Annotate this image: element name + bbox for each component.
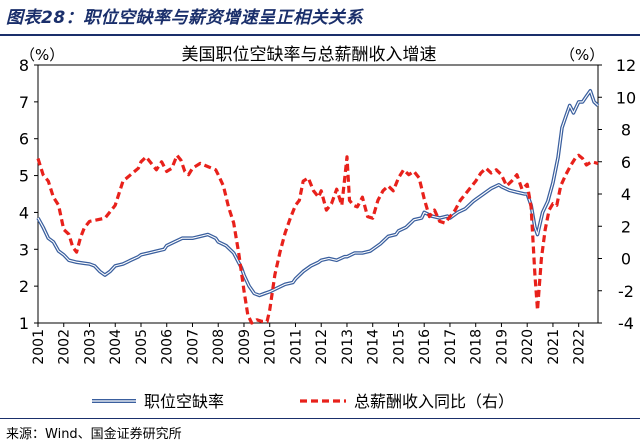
x-tick-label: 2011: [288, 329, 304, 365]
y-right-tick-label: 12: [616, 56, 636, 75]
x-tick-label: 2015: [391, 329, 407, 365]
y-right-tick-label: 10: [616, 88, 636, 107]
x-tick-label: 2017: [443, 329, 459, 365]
title-divider: [0, 34, 640, 36]
source-note: 来源：Wind、国金证券研究所: [6, 423, 182, 442]
x-tick-label: 2002: [57, 329, 73, 365]
x-tick-label: 2012: [314, 329, 330, 365]
y-left-ticks: 8 7 6 5 4 3 2 1: [19, 56, 38, 333]
y-right-tick-label: 8: [621, 121, 631, 140]
x-tick-label: 2021: [546, 329, 562, 365]
x-tick-label: 2014: [366, 329, 382, 365]
x-tick-label: 2005: [134, 329, 150, 365]
legend-item-compensation: 总薪酬收入同比（右）: [300, 392, 514, 411]
x-tick-label: 2019: [494, 329, 510, 365]
y-left-unit: （%）: [20, 46, 64, 64]
x-tick-label: 2010: [263, 329, 279, 365]
y-left-tick-label: 4: [19, 203, 29, 222]
x-tick-label: 2001: [31, 329, 47, 365]
y-right-tick-label: 4: [621, 185, 631, 204]
x-ticks: 2001 2002 2003 2004 2005 2006 2007 2008 2009 2010…: [31, 323, 588, 365]
footer-divider: [0, 418, 640, 419]
y-right-tick-label: -2: [618, 282, 634, 301]
y-left-tick-label: 2: [19, 277, 29, 296]
y-right-tick-label: 6: [621, 153, 631, 172]
y-right-ticks: 12 10 8 6 4 2 0 -2 -4: [598, 56, 636, 333]
source-text: Wind、国金证券研究所: [45, 427, 182, 442]
x-tick-label: 2022: [572, 329, 588, 365]
series-line-compensation-growth: [36, 153, 599, 325]
series-layer: [36, 89, 600, 325]
y-left-tick-label: 7: [19, 93, 29, 112]
chart-title: 美国职位空缺率与总薪酬收入增速: [182, 45, 437, 65]
y-left-tick-label: 8: [19, 56, 29, 75]
x-tick-label: 2004: [108, 329, 124, 365]
x-tick-label: 2016: [417, 329, 433, 365]
y-left-tick-label: 6: [19, 130, 29, 149]
y-left-tick-label: 5: [19, 167, 29, 186]
x-tick-label: 2013: [340, 329, 356, 365]
y-right-tick-label: 0: [621, 250, 631, 269]
legend-label-compensation: 总薪酬收入同比（右）: [354, 392, 514, 411]
y-right-tick-label: 2: [621, 217, 631, 236]
legend-label-vacancy: 职位空缺率: [144, 392, 224, 411]
y-left-tick-label: 3: [19, 240, 29, 259]
y-right-tick-label: -4: [618, 314, 634, 333]
x-tick-label: 2008: [211, 329, 227, 365]
x-tick-label: 2009: [237, 329, 253, 365]
y-left-tick-label: 1: [19, 314, 29, 333]
x-tick-label: 2007: [185, 329, 201, 365]
x-tick-label: 2006: [160, 329, 176, 365]
figure-title: 图表28：职位空缺率与薪资增速呈正相关关系: [6, 8, 364, 28]
y-right-unit: （%）: [560, 46, 604, 64]
x-tick-label: 2018: [469, 329, 485, 365]
chart: 美国职位空缺率与总薪酬收入增速 （%） （%） 8 7 6 5 4 3 2 1 12 10 8 6 4…: [19, 45, 636, 411]
source-label: 来源：: [6, 427, 46, 442]
legend: 职位空缺率 总薪酬收入同比（右）: [92, 392, 514, 411]
x-tick-label: 2020: [520, 329, 536, 365]
x-tick-label: 2003: [82, 329, 98, 365]
legend-item-vacancy: 职位空缺率: [92, 392, 224, 411]
